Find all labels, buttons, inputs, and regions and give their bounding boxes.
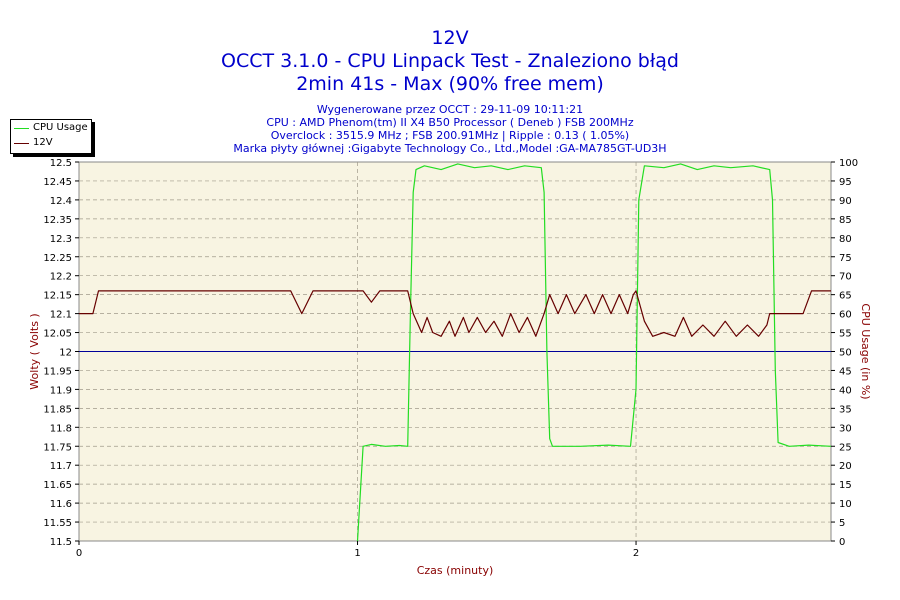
- series-line-12v: [79, 290, 831, 337]
- y-right-tick-label: 10: [839, 499, 852, 510]
- y-left-tick-label: 12.25: [43, 253, 72, 264]
- y-right-tick-label: 100: [839, 158, 858, 169]
- y-right-tick-label: 5: [839, 518, 845, 529]
- y-right-tick-label: 25: [839, 442, 852, 453]
- series-line-cpu-usage: [356, 163, 832, 542]
- y-right-tick-label: 80: [839, 234, 852, 245]
- y-right-tick-label: 50: [839, 348, 852, 359]
- info-motherboard: Marka płyty głównej :Gigabyte Technology…: [233, 142, 667, 155]
- y-right-tick-label: 0: [839, 537, 845, 548]
- y-left-tick-label: 11.5: [50, 537, 72, 548]
- y-right-tick-label: 95: [839, 177, 852, 188]
- y-left-tick-label: 12.05: [43, 329, 72, 340]
- y-right-tick-label: 85: [839, 215, 852, 226]
- y-left-tick-label: 12.15: [43, 291, 72, 302]
- y-right-tick-label: 30: [839, 423, 852, 434]
- y-left-tick-label: 11.65: [43, 480, 72, 491]
- y-left-tick-label: 12.1: [50, 310, 72, 321]
- chart-title-line-2: OCCT 3.1.0 - CPU Linpack Test - Znalezio…: [221, 50, 679, 72]
- legend-label-cpu-usage: CPU Usage: [33, 122, 88, 133]
- legend-label-12v: 12V: [33, 137, 53, 148]
- x-axis-title: Czas (minuty): [417, 564, 494, 577]
- y-left-tick-label: 11.9: [50, 385, 72, 396]
- y-left-axis-title: Wolty ( Volts ): [28, 313, 41, 389]
- y-right-tick-label: 70: [839, 272, 852, 283]
- y-left-tick-label: 12.2: [50, 272, 72, 283]
- legend-item-cpu-usage: CPU Usage: [11, 121, 91, 135]
- y-left-tick-label: 12: [59, 348, 72, 359]
- y-left-tick-label: 12.3: [50, 234, 72, 245]
- info-overclock: Overclock : 3515.9 MHz ; FSB 200.91MHz |…: [270, 129, 630, 142]
- y-right-tick-label: 75: [839, 253, 852, 264]
- y-right-tick-label: 20: [839, 461, 852, 472]
- chart-title-line-1: 12V: [431, 27, 469, 49]
- y-left-tick-label: 11.7: [50, 461, 72, 472]
- y-right-tick-label: 55: [839, 329, 852, 340]
- y-left-tick-label: 12.4: [50, 196, 72, 207]
- y-left-tick-label: 11.6: [50, 499, 72, 510]
- y-left-tick-label: 11.8: [50, 423, 72, 434]
- legend-swatch-cpu-usage: [14, 128, 29, 129]
- legend-item-12v: 12V: [11, 136, 91, 150]
- y-left-tick-label: 11.85: [43, 404, 72, 415]
- chart-title-line-3: 2min 41s - Max (90% free mem): [296, 73, 604, 95]
- y-left-tick-label: 11.95: [43, 366, 72, 377]
- y-right-tick-label: 35: [839, 404, 852, 415]
- y-right-tick-label: 65: [839, 291, 852, 302]
- info-cpu: CPU : AMD Phenom(tm) II X4 B50 Processor…: [266, 116, 634, 129]
- y-right-tick-label: 15: [839, 480, 852, 491]
- y-right-tick-label: 45: [839, 366, 852, 377]
- y-left-tick-label: 12.5: [50, 158, 72, 169]
- y-right-tick-label: 60: [839, 310, 852, 321]
- y-left-tick-label: 12.45: [43, 177, 72, 188]
- info-generated: Wygenerowane przez OCCT : 29-11-09 10:11…: [316, 103, 584, 116]
- x-tick-label: 2: [633, 548, 639, 559]
- y-right-tick-label: 90: [839, 196, 852, 207]
- x-tick-label: 1: [354, 548, 360, 559]
- y-left-tick-label: 11.75: [43, 442, 72, 453]
- y-left-tick-label: 11.55: [43, 518, 72, 529]
- y-right-axis-title: CPU Usage (in %): [859, 303, 872, 399]
- chart-legend: CPU Usage 12V: [10, 119, 92, 154]
- y-right-tick-label: 40: [839, 385, 852, 396]
- x-tick-label: 0: [76, 548, 82, 559]
- y-left-tick-label: 12.35: [43, 215, 72, 226]
- legend-swatch-12v: [14, 143, 29, 144]
